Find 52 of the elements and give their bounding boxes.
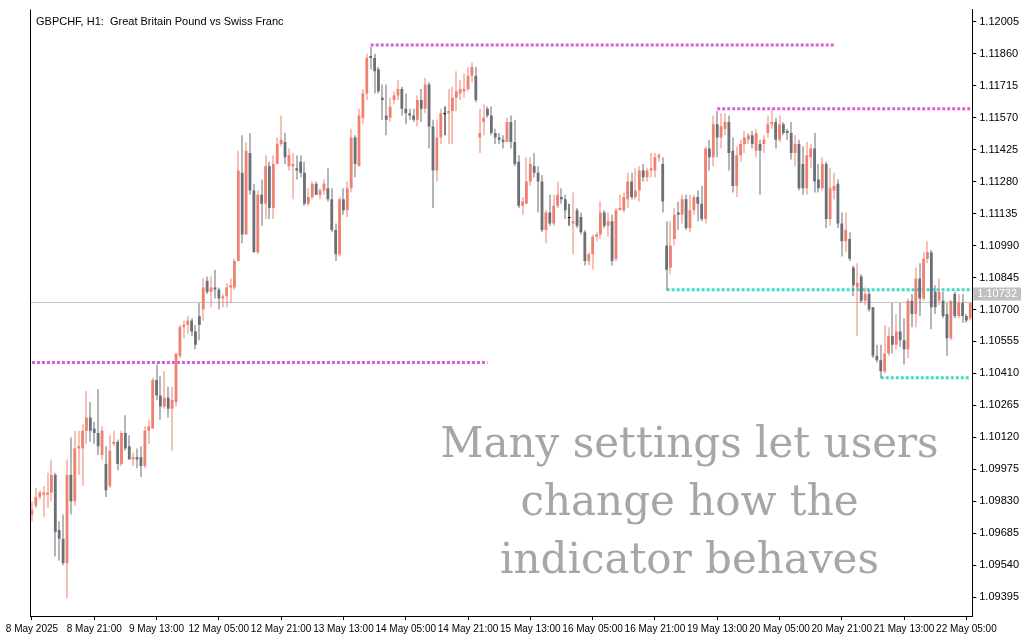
candlestick — [462, 73, 466, 98]
candlestick — [443, 106, 447, 136]
y-tick-label: 1.10410 — [979, 366, 1019, 379]
y-tick-label: 1.10120 — [979, 430, 1019, 443]
x-tick-label: 12 May 21:00 — [250, 622, 312, 634]
x-tick-label: 13 May 13:00 — [313, 622, 375, 634]
y-tick-label: 1.09830 — [979, 494, 1019, 507]
candlestick — [855, 263, 859, 336]
y-tick-label: 1.11425 — [979, 142, 1019, 155]
x-tick-label: 12 May 05:00 — [188, 622, 250, 634]
x-tick-label: 9 May 13:00 — [129, 622, 185, 634]
candlestick — [42, 485, 46, 517]
candlestick — [380, 84, 384, 120]
x-tick-label: 16 May 21:00 — [624, 622, 686, 634]
x-tick-label: 15 May 13:00 — [500, 622, 562, 634]
text: GBPCHF, H1: Great Britain Pound vs Swiss Franc — [36, 14, 285, 27]
y-tick-label: 1.10555 — [979, 334, 1019, 347]
candlestick — [560, 188, 563, 204]
y-tick-label: 1.10265 — [979, 398, 1019, 411]
x-tick-label: 8 May 21:00 — [66, 622, 123, 634]
y-tick-label: 1.09975 — [979, 462, 1019, 475]
x-tick-label: 8 May 2025 — [5, 622, 59, 634]
x-tick-label: 20 May 05:00 — [749, 622, 811, 634]
y-tick-label: 1.10845 — [979, 270, 1019, 283]
y-tick-label: 1.10990 — [979, 238, 1019, 251]
y-tick-label: 1.11135 — [979, 206, 1018, 219]
x-tick-label: 22 May 05:00 — [936, 622, 998, 634]
y-tick-label: 1.11715 — [979, 78, 1019, 91]
x-tick-label: 21 May 13:00 — [873, 622, 935, 634]
candlestick — [447, 88, 450, 145]
x-tick-label: 14 May 21:00 — [437, 622, 499, 634]
y-tick-label: 1.09395 — [979, 590, 1019, 603]
y-tick-label: 1.09685 — [979, 526, 1019, 539]
candlestick — [478, 108, 482, 153]
candlestick — [676, 201, 680, 231]
x-tick-label: 20 May 21:00 — [811, 622, 873, 634]
annotation: Many settings let users change how the indicator behaves — [440, 417, 939, 583]
ref-line-label: 1.10732 — [977, 286, 1017, 299]
y-tick-label: 1.10700 — [979, 302, 1019, 315]
y-tick-label: 1.11570 — [979, 110, 1019, 123]
candlestick — [571, 192, 575, 255]
candlestick — [567, 203, 571, 226]
y-tick-label: 1.12005 — [979, 14, 1019, 27]
x-tick-label: 14 May 05:00 — [375, 622, 437, 634]
x-tick-label: 19 May 13:00 — [686, 622, 748, 634]
candlestick — [369, 47, 373, 70]
x-tick-label: 16 May 05:00 — [562, 622, 624, 634]
y-tick-label: 1.11280 — [979, 174, 1019, 187]
candlestick — [291, 152, 295, 200]
y-tick-label: 1.11860 — [979, 46, 1019, 59]
candlestick — [46, 472, 49, 508]
y-tick-label: 1.09540 — [979, 558, 1019, 571]
